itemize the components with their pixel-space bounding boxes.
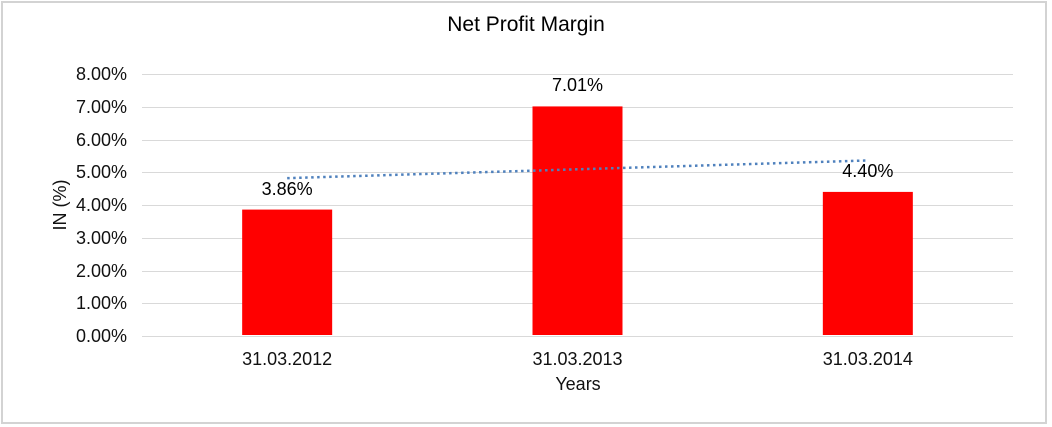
y-tick-label: 8.00% xyxy=(75,64,127,84)
y-tick-label: 5.00% xyxy=(75,162,127,183)
y-tick-label: 1.00% xyxy=(75,293,127,314)
y-tick-label: 4.00% xyxy=(75,195,127,215)
y-tick-label: 6.00% xyxy=(75,129,127,150)
x-axis-title: Years xyxy=(555,374,601,394)
data-label: 4.40% xyxy=(842,160,894,181)
chart-title: Net Profit Margin xyxy=(447,13,605,36)
y-tick-label: 3.00% xyxy=(75,227,127,248)
x-tick-label: 31.03.2014 xyxy=(822,349,913,369)
y-tick-label: 2.00% xyxy=(75,260,127,281)
x-tick-label: 31.03.2013 xyxy=(532,349,623,369)
bar-31.03.2013 xyxy=(532,106,623,335)
bar-31.03.2012 xyxy=(242,209,333,335)
x-tick-label: 31.03.2012 xyxy=(242,349,333,369)
bar-31.03.2014 xyxy=(822,191,913,335)
y-tick-label: 0.00% xyxy=(75,326,127,346)
y-tick-label: 7.00% xyxy=(75,96,127,117)
trendline xyxy=(287,159,868,180)
data-label: 7.01% xyxy=(551,75,604,96)
data-label: 3.86% xyxy=(261,178,313,199)
